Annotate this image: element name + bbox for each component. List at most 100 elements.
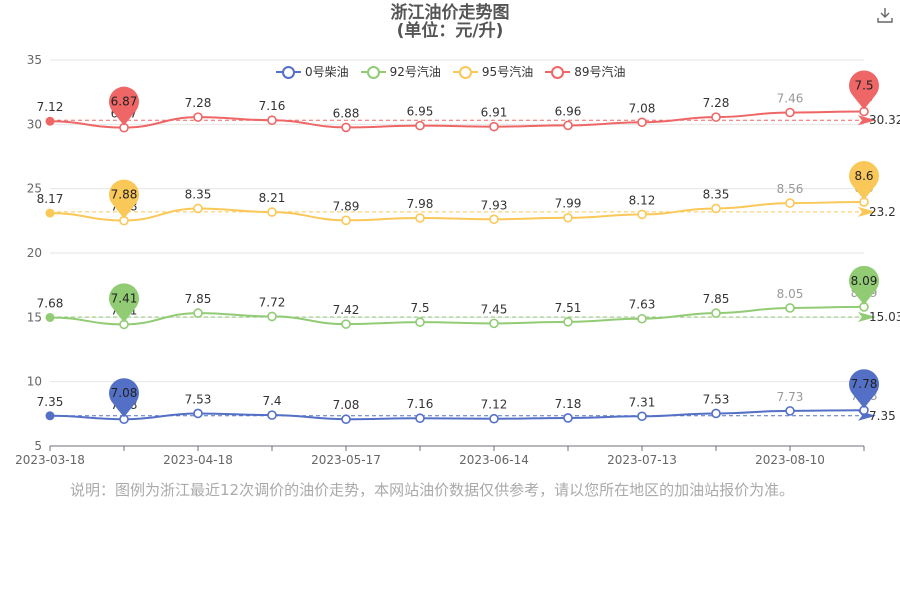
- legend: 0号柴油 92号汽油 95号汽油 89号汽油: [276, 63, 625, 80]
- x-tick-label: 2023-07-13: [607, 453, 677, 467]
- min-pin: 7.88: [109, 179, 139, 219]
- data-label: 8.35: [185, 187, 212, 201]
- line-chart: 5 10 15 20 25 30 35 2023-03-18 2023-04-18 2023-05…: [15, 53, 900, 467]
- data-point: [489, 318, 499, 329]
- data-label: 8.05: [777, 287, 804, 301]
- pin-label: 7.78: [851, 377, 878, 391]
- min-pin: 6.87: [109, 86, 139, 126]
- data-point: [785, 198, 795, 208]
- data-label: 6.88: [333, 106, 360, 120]
- data-label: 7.42: [333, 303, 360, 317]
- x-tick-label: 2023-08-10: [755, 453, 825, 467]
- x-tick-label: 2023-03-18: [15, 453, 85, 467]
- data-label: 7.45: [481, 302, 508, 316]
- pin-label: 8.09: [851, 274, 878, 288]
- markline-label: 7.35: [869, 409, 896, 423]
- data-point: [711, 203, 721, 214]
- pin-label: 8.6: [854, 169, 873, 183]
- data-point: [637, 411, 647, 422]
- data-point: [785, 303, 795, 313]
- legend-item[interactable]: 92号汽油: [360, 63, 441, 80]
- data-label: 7.12: [481, 398, 508, 412]
- legend-item[interactable]: 95号汽油: [452, 63, 534, 80]
- y-tick-label: 20: [27, 246, 42, 260]
- data-label: 7.85: [185, 292, 212, 306]
- y-tick-label: 10: [27, 375, 42, 389]
- data-point: [637, 313, 647, 324]
- data-label: 7.68: [37, 296, 64, 310]
- data-label: 7.08: [629, 101, 656, 115]
- pin-label: 7.08: [111, 386, 138, 400]
- markline-label: 23.2: [869, 205, 896, 219]
- data-point: [415, 120, 425, 131]
- data-label: 7.08: [333, 398, 360, 412]
- data-point: [711, 112, 721, 122]
- pin-label: 7.88: [111, 188, 138, 202]
- min-pin: 7.08: [109, 378, 139, 418]
- legend-label: 89号汽油: [574, 65, 626, 79]
- data-point: [563, 413, 573, 423]
- data-label: 7.46: [777, 91, 804, 105]
- data-label: 7.89: [333, 199, 360, 213]
- data-point: [711, 308, 721, 318]
- data-point: [563, 317, 573, 327]
- legend-marker-icon: [545, 65, 571, 79]
- data-label: 7.53: [185, 392, 212, 406]
- legend-label: 0号柴油: [305, 65, 349, 79]
- data-point: [267, 311, 277, 322]
- y-tick-label: 35: [27, 53, 42, 67]
- data-point: [45, 411, 55, 421]
- data-point: [341, 215, 351, 226]
- data-label: 7.4: [262, 394, 281, 408]
- data-point: [193, 112, 203, 122]
- data-label: 6.91: [481, 106, 508, 120]
- data-point: [45, 312, 55, 322]
- data-point: [415, 413, 425, 424]
- data-point: [267, 207, 277, 217]
- legend-item[interactable]: 89号汽油: [545, 63, 625, 80]
- data-label: 8.21: [259, 191, 286, 205]
- data-label: 6.96: [555, 104, 582, 118]
- data-point: [637, 209, 647, 220]
- data-label: 7.35: [37, 395, 64, 409]
- data-point: [711, 408, 721, 419]
- chart-subtitle: (单位：元/升): [396, 21, 504, 41]
- pin-label: 7.41: [111, 291, 138, 305]
- data-label: 7.99: [555, 197, 582, 211]
- data-point: [489, 121, 499, 132]
- markline-arrow: [858, 115, 876, 126]
- data-label: 7.73: [777, 390, 804, 404]
- data-point: [341, 319, 351, 329]
- download-icon[interactable]: [876, 6, 894, 24]
- x-tick-label: 2023-05-17: [311, 453, 381, 467]
- data-point: [341, 414, 351, 425]
- legend-label: 95号汽油: [481, 65, 534, 79]
- markline-arrow: [858, 206, 876, 217]
- data-label: 8.56: [777, 182, 804, 196]
- data-point: [193, 203, 203, 214]
- data-point: [45, 208, 55, 218]
- max-pin: 8.09: [849, 265, 879, 305]
- max-pin: 7.78: [849, 369, 879, 409]
- y-tick-label: 30: [27, 117, 42, 131]
- data-point: [489, 413, 499, 424]
- series-line: [49, 409, 865, 421]
- data-label: 7.93: [481, 198, 508, 212]
- data-label: 7.28: [703, 96, 730, 110]
- data-label: 7.53: [703, 392, 730, 406]
- data-label: 7.5: [410, 301, 429, 315]
- series-line: [49, 110, 865, 129]
- data-point: [45, 116, 55, 126]
- data-label: 7.98: [407, 197, 434, 211]
- max-pin: 7.5: [849, 70, 879, 110]
- data-point: [267, 115, 277, 126]
- data-point: [563, 120, 573, 131]
- pin-label: 7.5: [854, 78, 873, 92]
- chart-title: 浙江油价走势图: [390, 3, 510, 23]
- legend-item[interactable]: 0号柴油: [276, 63, 349, 80]
- y-tick-label: 15: [27, 310, 42, 324]
- markline-arrow: [858, 311, 876, 322]
- markline-label: 30.32: [869, 113, 900, 127]
- data-point: [193, 308, 203, 318]
- y-tick-label: 25: [27, 182, 42, 196]
